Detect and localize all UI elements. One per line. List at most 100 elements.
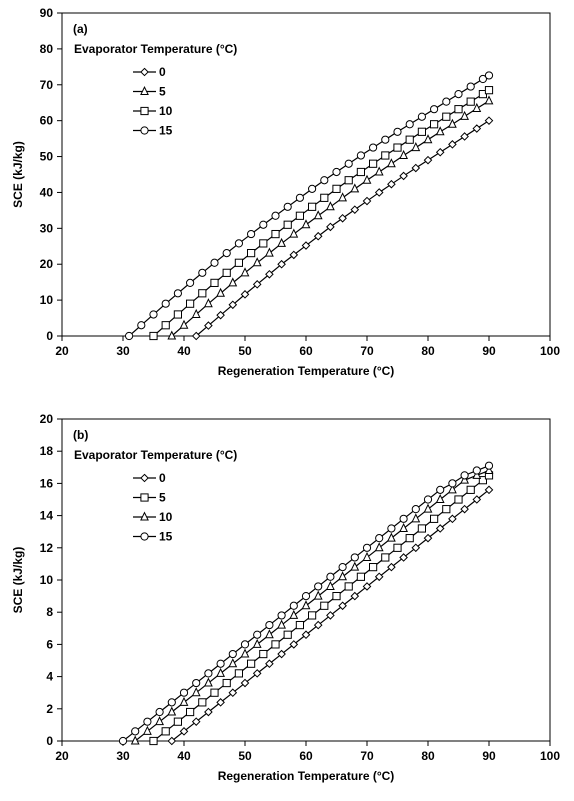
data-point: [356, 151, 365, 160]
data-point: [277, 649, 286, 659]
data-point: [271, 229, 280, 239]
data-point: [301, 241, 311, 250]
data-point: [454, 90, 463, 99]
data-point: [155, 716, 164, 726]
chart-panel-b: 20 30 40 50 60 70 80 90 10002468101214161820Rege…: [11, 412, 560, 783]
data-point: [295, 193, 304, 202]
x-tick-label: 70: [360, 344, 374, 358]
data-point: [362, 543, 372, 552]
data-point: [454, 105, 463, 114]
legend-marker: [140, 126, 149, 135]
data-point: [362, 174, 372, 184]
y-tick-label: 60: [40, 114, 54, 128]
data-point: [313, 231, 323, 241]
data-point: [198, 268, 207, 277]
data-point: [301, 592, 311, 601]
data-point: [289, 228, 299, 238]
data-point: [436, 485, 445, 494]
data-point: [338, 601, 347, 611]
data-point: [308, 184, 317, 193]
data-point: [387, 524, 396, 533]
data-point: [259, 220, 268, 229]
data-point: [350, 205, 360, 214]
data-point: [399, 553, 408, 562]
data-point: [295, 211, 304, 220]
data-point: [283, 630, 292, 639]
data-point: [155, 707, 164, 717]
data-point: [478, 476, 487, 485]
data-point: [265, 659, 274, 669]
data-point: [460, 132, 469, 141]
panel-label: (a): [73, 22, 88, 36]
data-point: [167, 698, 176, 707]
data-point: [460, 474, 469, 484]
data-point: [191, 331, 201, 341]
x-tick-label: 40: [177, 749, 191, 763]
data-point: [417, 112, 426, 121]
data-point: [423, 495, 433, 504]
data-point: [277, 237, 286, 247]
data-point: [137, 321, 146, 330]
series-line: [171, 100, 490, 337]
data-point: [399, 171, 408, 181]
data-point: [435, 126, 445, 136]
plot-frame: [61, 12, 551, 337]
data-point: [222, 678, 231, 688]
series-0: [167, 485, 494, 746]
data-point: [167, 736, 177, 746]
data-point: [301, 219, 311, 229]
data-point: [179, 688, 189, 697]
data-point: [381, 135, 390, 144]
data-point: [216, 667, 225, 677]
data-point: [204, 298, 213, 308]
legend-entry-label: 0: [159, 471, 166, 485]
data-point: [423, 503, 433, 513]
data-point: [161, 321, 170, 330]
data-point: [186, 707, 195, 717]
data-point: [228, 277, 238, 287]
data-point: [295, 620, 304, 630]
data-point: [326, 222, 335, 232]
legend: Evaporator Temperature (°C) 0 5 10 15: [74, 42, 237, 138]
data-point: [222, 268, 231, 277]
data-point: [369, 143, 378, 152]
series-0: [191, 116, 494, 341]
data-point: [131, 727, 140, 736]
legend-title: Evaporator Temperature (°C): [74, 42, 237, 56]
legend-marker: [140, 85, 149, 95]
data-point: [320, 601, 329, 610]
data-point: [350, 553, 359, 562]
data-point: [252, 280, 262, 289]
data-point: [228, 649, 237, 659]
data-point: [228, 658, 238, 668]
legend-entry-label: 5: [159, 491, 166, 505]
data-point: [326, 572, 335, 581]
y-tick-label: 4: [46, 670, 53, 684]
data-point: [484, 95, 494, 105]
y-axis-label: SCE (kJ/kg): [11, 141, 25, 208]
data-point: [173, 717, 183, 726]
data-point: [247, 229, 256, 239]
data-point: [369, 159, 378, 168]
data-point: [344, 159, 353, 168]
data-point: [423, 155, 433, 165]
data-point: [430, 120, 439, 129]
data-point: [338, 192, 347, 202]
data-point: [186, 299, 195, 308]
data-point: [478, 74, 487, 84]
y-tick-label: 90: [40, 6, 54, 20]
data-point: [411, 543, 421, 553]
y-tick-label: 2: [46, 702, 53, 716]
series-line: [195, 120, 490, 337]
data-point: [362, 196, 372, 206]
data-point: [143, 725, 152, 735]
legend-entry-label: 0: [159, 65, 166, 79]
data-point: [125, 331, 134, 341]
data-point: [442, 505, 451, 514]
data-point: [216, 310, 225, 320]
data-point: [399, 514, 408, 523]
legend-marker: [140, 493, 149, 502]
data-point: [448, 140, 457, 149]
x-tick-label: 20: [55, 344, 69, 358]
